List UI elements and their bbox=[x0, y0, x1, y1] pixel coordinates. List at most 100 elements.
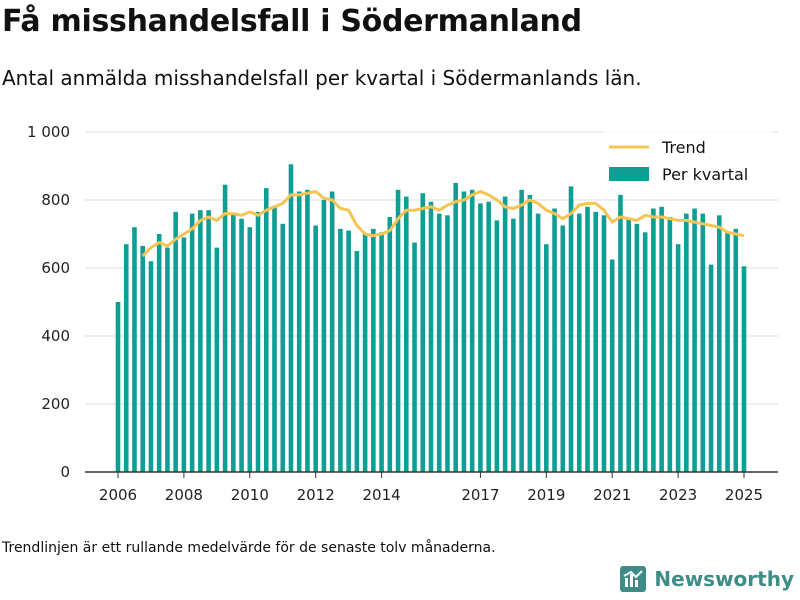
bar bbox=[502, 196, 508, 472]
bar bbox=[222, 184, 228, 472]
bar bbox=[436, 213, 442, 472]
bar bbox=[140, 245, 146, 472]
x-tick-label: 2006 bbox=[99, 486, 137, 504]
bar bbox=[156, 234, 162, 472]
bar bbox=[123, 244, 129, 472]
chart-title: Få misshandelsfall i Södermanland bbox=[2, 4, 582, 39]
x-tick-label: 2008 bbox=[165, 486, 203, 504]
legend-bar-label: Per kvartal bbox=[662, 165, 748, 184]
bar bbox=[725, 232, 730, 472]
bar bbox=[741, 266, 747, 472]
y-tick-label: 0 bbox=[60, 463, 70, 481]
x-tick-label: 2014 bbox=[362, 486, 400, 504]
bar bbox=[272, 206, 277, 473]
bar bbox=[519, 189, 524, 473]
bar bbox=[461, 191, 467, 472]
bar bbox=[239, 218, 244, 472]
bar bbox=[667, 217, 673, 472]
bar bbox=[181, 237, 187, 472]
footnote: Trendlinjen är ett rullande medelvärde f… bbox=[2, 540, 496, 556]
bar bbox=[305, 189, 310, 473]
bar bbox=[618, 194, 623, 472]
bar bbox=[708, 264, 714, 472]
bar bbox=[148, 261, 154, 472]
bar bbox=[593, 211, 599, 472]
bar bbox=[445, 215, 450, 473]
bar bbox=[486, 201, 491, 472]
y-tick-label: 200 bbox=[41, 395, 70, 413]
bar bbox=[684, 213, 689, 472]
bar bbox=[692, 208, 697, 472]
bar bbox=[700, 213, 706, 472]
bar bbox=[346, 230, 351, 472]
bar bbox=[255, 211, 261, 472]
legend-trend-label: Trend bbox=[661, 138, 706, 157]
bar bbox=[651, 208, 656, 472]
bar bbox=[453, 183, 459, 472]
bar bbox=[469, 189, 475, 473]
bar bbox=[313, 225, 318, 472]
bar bbox=[288, 164, 294, 473]
x-tick-label: 2021 bbox=[593, 486, 631, 504]
bar bbox=[280, 223, 286, 472]
bar bbox=[189, 213, 195, 472]
bar bbox=[716, 215, 722, 473]
bar bbox=[329, 191, 335, 472]
x-tick-label: 2010 bbox=[231, 486, 269, 504]
bar bbox=[511, 218, 516, 472]
bar bbox=[642, 232, 648, 472]
bar bbox=[601, 215, 607, 473]
y-tick-label: 400 bbox=[41, 327, 70, 345]
bar bbox=[576, 213, 582, 472]
bar bbox=[675, 244, 681, 472]
brand-logo: Newsworthy bbox=[620, 566, 794, 592]
bar bbox=[206, 210, 211, 472]
bar bbox=[165, 247, 170, 472]
bar bbox=[634, 223, 640, 472]
bar bbox=[173, 211, 178, 472]
bar bbox=[115, 302, 121, 472]
bar bbox=[494, 220, 500, 472]
bar bbox=[403, 196, 409, 472]
x-tick-label: 2019 bbox=[527, 486, 565, 504]
bar bbox=[609, 259, 615, 472]
bar bbox=[733, 228, 739, 472]
bar bbox=[354, 251, 360, 472]
bar bbox=[527, 194, 533, 472]
bar bbox=[420, 193, 426, 472]
newsworthy-logo-icon bbox=[620, 566, 647, 592]
bar bbox=[371, 228, 376, 472]
bar bbox=[478, 203, 483, 472]
trend-line bbox=[141, 190, 745, 258]
bar bbox=[535, 213, 541, 472]
x-tick-label: 2023 bbox=[659, 486, 697, 504]
bar bbox=[659, 206, 664, 473]
bar bbox=[338, 228, 343, 472]
bar bbox=[379, 232, 384, 472]
y-tick-label: 600 bbox=[41, 259, 70, 277]
chart: 0 200 400 600 800 1 000 2006 2008 2010 2012 2014 20… bbox=[27, 123, 778, 504]
bar bbox=[412, 242, 417, 472]
x-tick-label: 2025 bbox=[725, 486, 763, 504]
bar bbox=[362, 234, 368, 472]
bar bbox=[296, 191, 302, 472]
y-tick-label: 800 bbox=[41, 191, 70, 209]
bar bbox=[552, 208, 557, 472]
bar bbox=[395, 189, 401, 473]
brand-name: Newsworthy bbox=[654, 567, 794, 591]
x-tick-label: 2012 bbox=[297, 486, 335, 504]
legend-bar-swatch bbox=[609, 167, 649, 181]
bar bbox=[132, 227, 137, 472]
bar bbox=[585, 206, 590, 473]
bar bbox=[560, 225, 566, 472]
bar bbox=[198, 210, 203, 472]
bar bbox=[263, 188, 269, 472]
bar bbox=[626, 218, 631, 472]
x-tick-label: 2017 bbox=[461, 486, 499, 504]
bar bbox=[321, 200, 327, 472]
bar bbox=[544, 244, 549, 472]
bar bbox=[568, 186, 574, 472]
y-tick-label: 1 000 bbox=[27, 123, 70, 141]
bar bbox=[247, 227, 253, 472]
bar bbox=[231, 213, 236, 472]
